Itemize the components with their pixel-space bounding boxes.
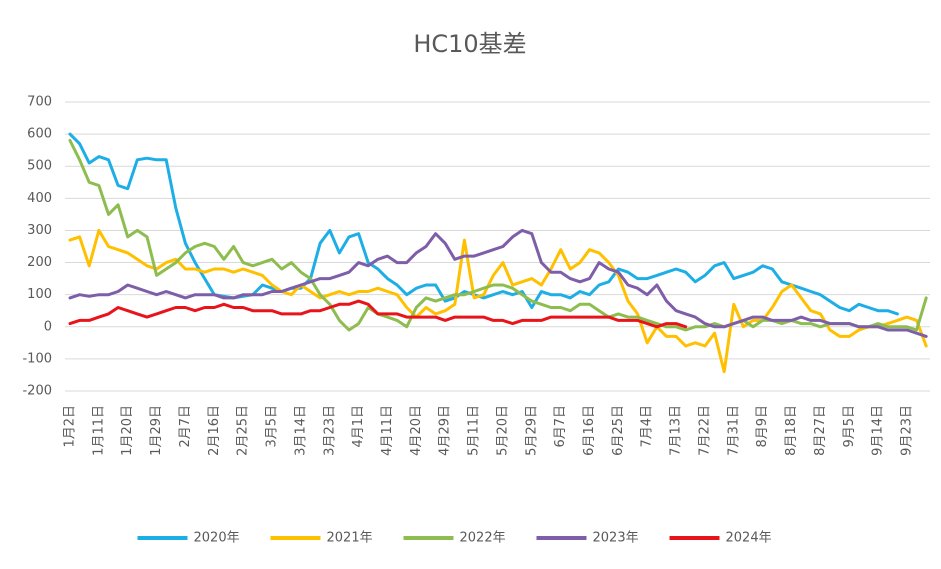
x-tick-label: 9月14日 (871, 405, 886, 456)
y-tick-label: 600 (27, 127, 52, 142)
chart-title: HC10基差 (413, 30, 526, 58)
x-tick-label: 1月2日 (63, 405, 78, 448)
x-tick-label: 6月25日 (611, 405, 626, 456)
x-tick-label: 2月7日 (178, 405, 193, 448)
x-tick-label: 2月25日 (236, 405, 251, 456)
x-tick-label: 3月14日 (293, 405, 308, 456)
x-tick-label: 7月22日 (697, 405, 712, 456)
x-tick-label: 1月20日 (120, 405, 135, 456)
x-tick-label: 4月29日 (438, 405, 453, 456)
x-tick-label: 8月9日 (755, 405, 770, 448)
y-tick-label: 0 (44, 319, 52, 334)
y-tick-label: 400 (27, 191, 52, 206)
series-line (68, 299, 688, 329)
x-tick-label: 4月1日 (351, 405, 366, 448)
series-line (68, 228, 928, 338)
y-tick-label: 300 (27, 223, 52, 238)
y-tick-label: 700 (27, 95, 52, 110)
y-tick-label: -100 (22, 351, 52, 366)
x-tick-label: 7月13日 (669, 405, 684, 456)
x-tick-label: 9月23日 (900, 405, 915, 456)
x-tick-label: 8月27日 (813, 405, 828, 456)
series-line (68, 132, 899, 316)
x-tick-label: 5月11日 (467, 405, 482, 456)
series-line (68, 139, 928, 332)
legend-item: 2023年 (536, 531, 639, 546)
legend-item: 2022年 (403, 531, 506, 546)
legend-item: 2024年 (669, 531, 772, 546)
x-tick-label: 3月5日 (265, 405, 280, 448)
x-tick-label: 6月16日 (582, 405, 597, 456)
x-tick-label: 5月20日 (495, 405, 510, 456)
legend-label: 2023年 (593, 531, 639, 546)
legend-label: 2022年 (460, 531, 506, 546)
x-tick-label: 9月5日 (842, 405, 857, 448)
y-tick-label: 200 (27, 255, 52, 270)
legend-label: 2024年 (726, 531, 772, 546)
y-tick-label: 100 (27, 287, 52, 302)
y-tick-label: -200 (22, 384, 52, 399)
x-tick-label: 1月29日 (149, 405, 164, 456)
x-tick-label: 3月23日 (322, 405, 337, 456)
x-tick-label: 7月4日 (640, 405, 655, 448)
series-line (68, 228, 928, 374)
x-tick-label: 4月11日 (380, 405, 395, 456)
x-tick-label: 7月31日 (726, 405, 741, 456)
legend-item: 2020年 (137, 531, 240, 546)
legend-label: 2021年 (327, 531, 373, 546)
x-tick-label: 2月16日 (207, 405, 222, 456)
x-tick-label: 1月11日 (91, 405, 106, 456)
x-tick-label: 6月7日 (553, 405, 568, 448)
x-tick-label: 8月18日 (784, 405, 799, 456)
x-tick-label: 5月29日 (524, 405, 539, 456)
x-tick-label: 4月20日 (409, 405, 424, 456)
y-tick-label: 500 (27, 159, 52, 174)
legend-item: 2021年 (270, 531, 373, 546)
legend-label: 2020年 (194, 531, 240, 546)
